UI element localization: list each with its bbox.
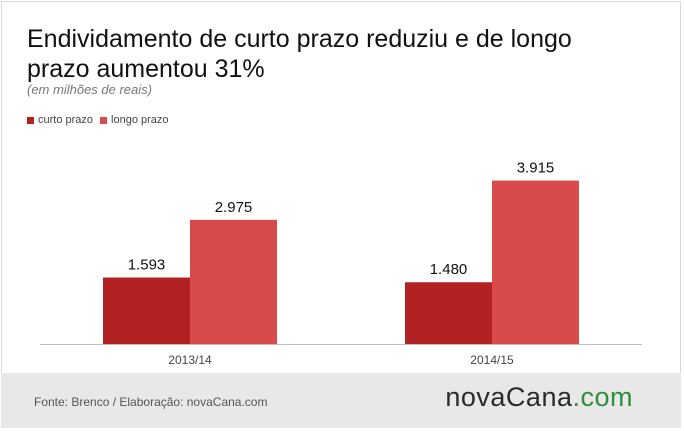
- legend: curto prazo longo prazo: [27, 114, 176, 126]
- legend-swatch-longo-prazo: [100, 116, 108, 124]
- logo-text-main: novaCana: [445, 382, 573, 412]
- novacana-logo: novaCana.com: [445, 382, 633, 413]
- x-tick-label-2013-14: 2013/14: [168, 353, 212, 367]
- data-label-longo-prazo-2013-14: 2.975: [215, 199, 253, 216]
- bar-chart: 1.593 2.975 2013/14 1.480 3.915 2014/15: [40, 160, 642, 367]
- chart-title: Endividamento de curto prazo reduziu e d…: [27, 25, 572, 83]
- legend-label-curto-prazo: curto prazo: [38, 114, 94, 126]
- footer: Fonte: Brenco / Elaboração: novaCana.com…: [1, 373, 681, 428]
- logo-text-domain: .com: [572, 382, 633, 412]
- legend-item-curto-prazo: curto prazo: [27, 114, 93, 126]
- bar-longo-prazo-2014-15: [492, 180, 579, 344]
- legend-item-longo-prazo: longo prazo: [100, 114, 169, 126]
- data-label-curto-prazo-2013-14: 1.593: [128, 257, 166, 274]
- x-tick-label-2014-15: 2014/15: [470, 353, 514, 367]
- legend-swatch-curto-prazo: [27, 116, 34, 124]
- legend-label-longo-prazo: longo prazo: [111, 114, 169, 126]
- chart-subtitle: (em milhões de reais): [27, 82, 152, 97]
- source-text: Fonte: Brenco / Elaboração: novaCana.com: [34, 395, 268, 409]
- data-label-curto-prazo-2014-15: 1.480: [430, 261, 468, 278]
- data-label-longo-prazo-2014-15: 3.915: [517, 160, 555, 177]
- bar-longo-prazo-2013-14: [190, 219, 277, 344]
- bar-curto-prazo-2014-15: [405, 282, 492, 344]
- bar-curto-prazo-2013-14: [103, 277, 190, 344]
